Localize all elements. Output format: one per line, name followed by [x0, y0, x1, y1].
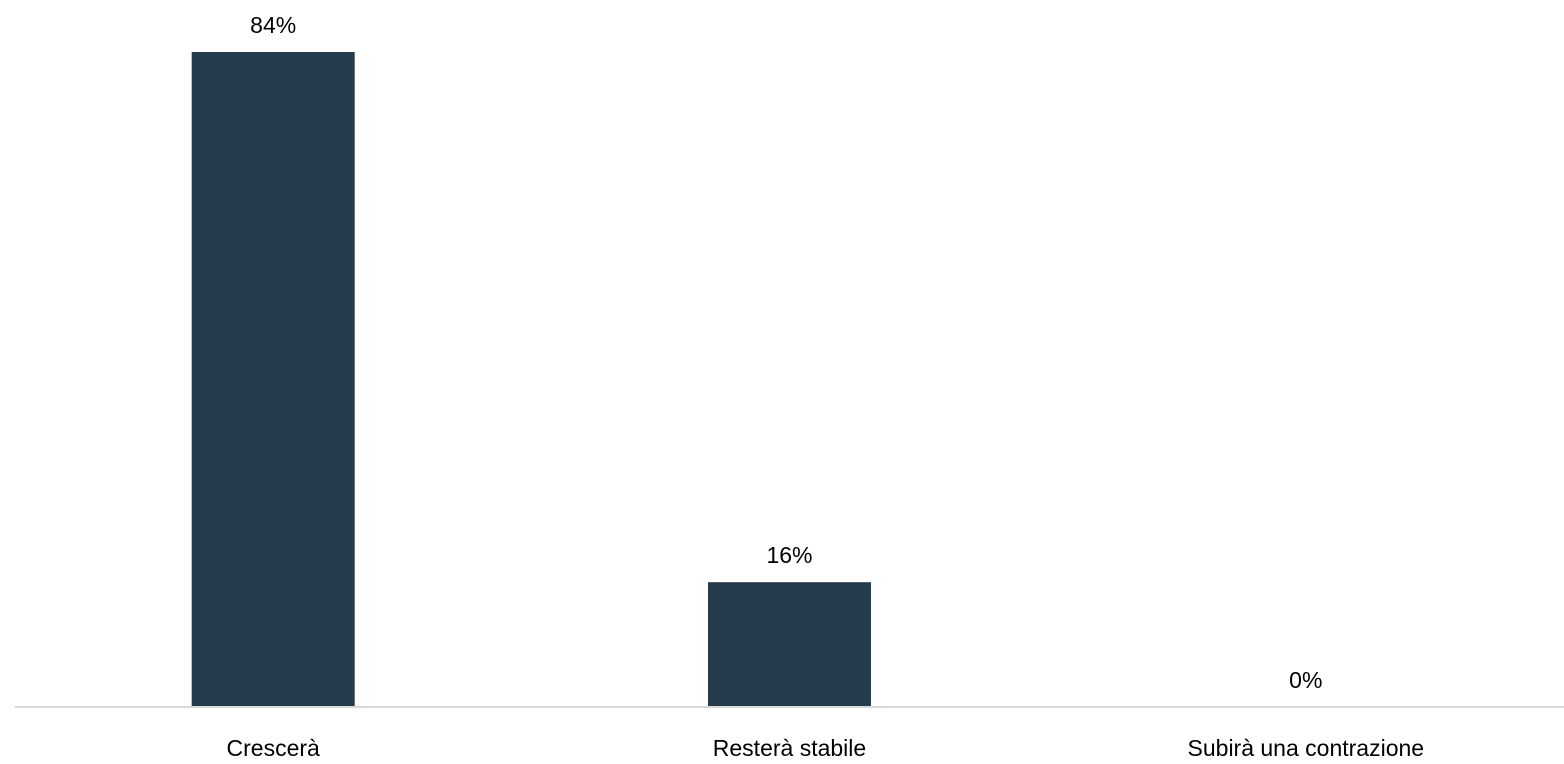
labels-group: 84% Crescerà 16% Resterà stabile 0% Subirà un… — [227, 12, 1425, 761]
bar-1 — [191, 52, 355, 707]
bar-2 — [708, 582, 871, 707]
category-label-3: Subirà una contrazione — [1188, 735, 1425, 761]
bars-group — [191, 52, 871, 707]
category-label-1: Crescerà — [227, 735, 321, 761]
data-label-2: 16% — [766, 542, 812, 568]
data-label-3: 0% — [1289, 667, 1322, 693]
category-label-2: Resterà stabile — [713, 735, 866, 761]
data-label-1: 84% — [250, 12, 296, 38]
